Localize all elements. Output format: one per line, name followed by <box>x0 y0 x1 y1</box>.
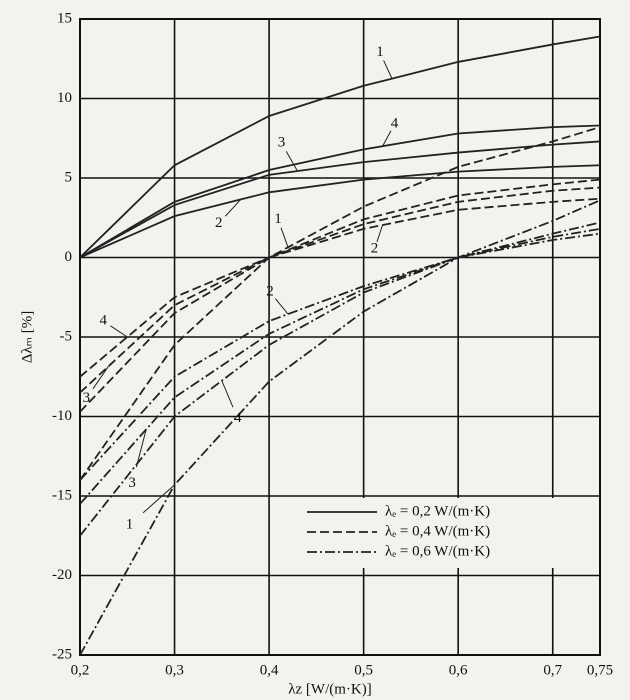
curve-label: 3 <box>83 390 91 406</box>
label-leader <box>275 298 289 315</box>
curve-label: 1 <box>126 516 134 532</box>
curve-label: 2 <box>266 284 274 300</box>
curve-label: 4 <box>391 116 399 132</box>
curve-label: 2 <box>215 215 223 231</box>
curve <box>79 35 601 259</box>
curve-label: 4 <box>100 312 108 328</box>
curve <box>79 178 601 378</box>
curve-label: 3 <box>128 475 136 491</box>
curve <box>79 186 601 394</box>
x-tick-label: 0,7 <box>543 662 562 678</box>
x-tick-label: 0,4 <box>260 662 279 678</box>
x-tick-label: 0,3 <box>165 662 184 678</box>
label-leader <box>221 380 234 408</box>
y-tick-label: -20 <box>52 567 72 583</box>
curve <box>79 126 601 481</box>
y-tick-label: -5 <box>60 328 73 344</box>
y-tick-label: 0 <box>65 249 73 265</box>
x-axis-label: λz [W/(m·K)] <box>288 681 371 697</box>
y-tick-label: -10 <box>52 408 72 424</box>
curve <box>79 227 601 505</box>
label-leader <box>376 224 384 243</box>
label-leader <box>285 151 298 172</box>
y-tick-label: -25 <box>52 646 72 662</box>
curve-label: 3 <box>278 134 286 150</box>
y-tick-label: -15 <box>52 487 72 503</box>
curve <box>79 232 601 481</box>
label-leader <box>135 429 147 468</box>
y-tick-label: 5 <box>65 169 73 185</box>
label-leader <box>92 366 109 390</box>
curve <box>79 164 601 259</box>
label-leader <box>224 199 242 217</box>
y-tick-label: 15 <box>57 10 72 26</box>
legend-label: λₑ = 0,2 W/(m·K) <box>385 503 490 519</box>
y-tick-label: 10 <box>57 90 72 106</box>
curve <box>79 197 601 413</box>
label-leader <box>142 484 175 514</box>
legend-box <box>303 498 593 568</box>
curve-label: 1 <box>274 211 282 227</box>
curve <box>79 199 601 656</box>
curve-label: 1 <box>376 44 384 60</box>
label-leader <box>383 60 393 79</box>
x-tick-label: 0,2 <box>71 662 90 678</box>
label-leader <box>382 130 392 147</box>
curve <box>79 221 601 537</box>
curve <box>79 124 601 259</box>
curve-label: 4 <box>234 410 242 426</box>
legend-label: λₑ = 0,4 W/(m·K) <box>385 523 490 539</box>
legend-label: λₑ = 0,6 W/(m·K) <box>385 543 490 559</box>
x-tick-label: 0,5 <box>354 662 373 678</box>
label-leader <box>280 227 289 248</box>
x-tick-label: 0,6 <box>449 662 468 678</box>
x-tick-label: 0,75 <box>587 662 613 678</box>
label-leader <box>110 325 128 338</box>
curve-label: 2 <box>371 241 379 257</box>
curve <box>79 140 601 259</box>
y-axis-label: Δλₘ [%] <box>19 311 35 364</box>
